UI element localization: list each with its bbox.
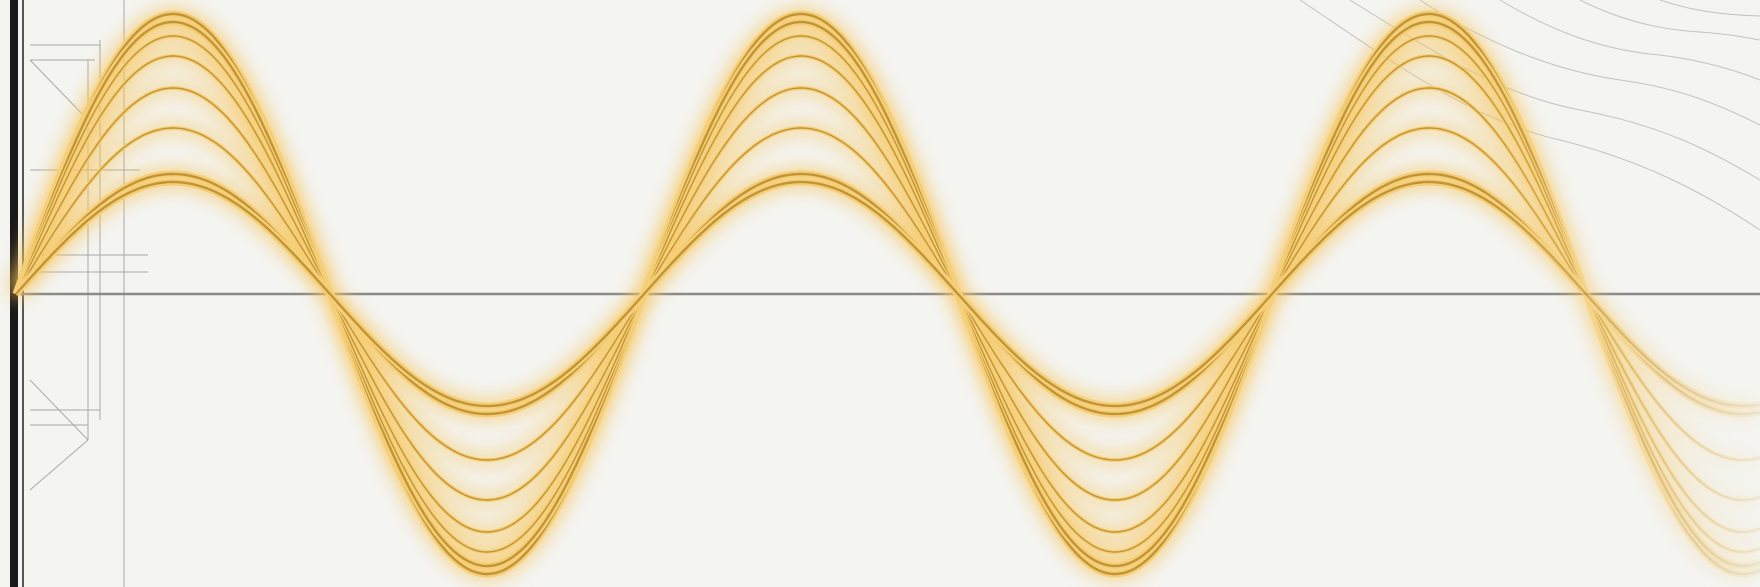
left-bar bbox=[10, 0, 18, 587]
wave-line bbox=[15, 55, 1760, 533]
wave-line bbox=[15, 87, 1760, 501]
wave-line bbox=[15, 127, 1760, 461]
waves bbox=[12, 10, 1760, 578]
wave-line bbox=[15, 180, 1760, 408]
